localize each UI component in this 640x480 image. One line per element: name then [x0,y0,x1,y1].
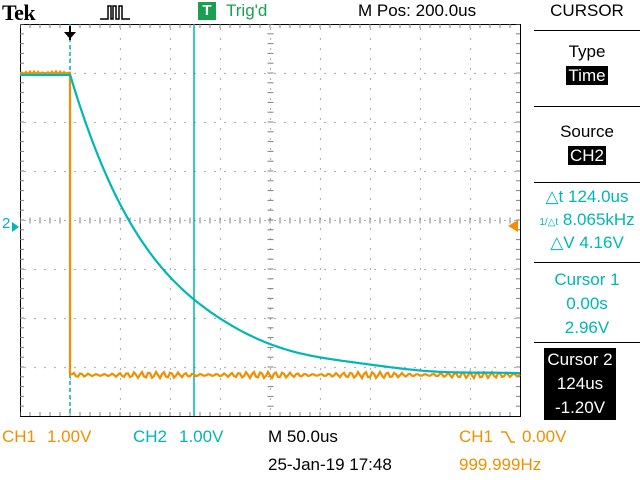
cursor2-label: Cursor 2 [547,350,613,369]
cursor-type-button[interactable]: Time [534,66,640,86]
cursor2-value: -1.20V [554,398,606,417]
brand-logo: Tek [2,0,36,25]
ch1-label: CH1 [2,427,37,446]
ch2-ground-marker: 2 [2,215,11,232]
frequency-readout: 999.999Hz [459,455,542,474]
delta-freq-row: 1/△t 8.065kHz [534,210,640,230]
delta-freq-symbol: 1/△t [539,217,559,228]
menu-title: CURSOR [550,1,624,20]
ch2-trace [20,73,520,375]
date-time: 25-Jan-19 17:48 [268,455,392,474]
trigger-badge: T [198,2,216,20]
ch2-label: CH2 [133,427,168,446]
arrow-left-icon [508,219,518,237]
ch1-scale: 1.00V [47,427,92,446]
trigger-source: CH1 [459,427,494,446]
cursor1-value: 2.96V [564,318,610,337]
cursor2-time: 124us [556,374,604,393]
trigger-level: 0.00V [522,427,567,446]
arrow-down-icon [63,26,77,47]
cursor2-panel[interactable]: Cursor 2 124us -1.20V [544,348,616,420]
cursor-source-button[interactable]: CH2 [534,146,640,166]
trigger-status: Trig'd [226,1,268,20]
timebase: M 50.0us [268,427,338,446]
cursor1-label: Cursor 1 [554,270,620,289]
ch2-scale: 1.00V [179,427,224,446]
cursor-type-value: Time [566,66,608,85]
cursor-type-label: Type [568,42,606,61]
waveform-display [19,23,522,423]
delta-t-readout: △t 124.0us [545,187,629,206]
horizontal-position: M Pos: 200.0us [358,1,477,20]
arrow-right-icon [12,219,20,237]
ch1-trace [19,69,521,381]
cursor-source-label: Source [560,122,614,141]
delta-freq-readout: 8.065kHz [562,210,635,229]
cursor1-time: 0.00s [566,294,608,313]
cursor-source-value: CH2 [567,146,606,165]
pulse-icon [98,2,132,27]
delta-v-readout: △V 4.16V [550,233,624,252]
falling-edge-icon [500,430,516,449]
